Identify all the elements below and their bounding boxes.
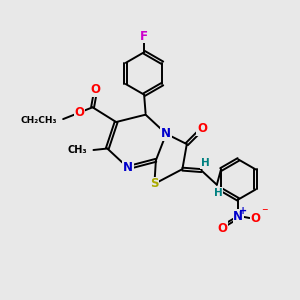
Text: ⁻: ⁻ [261,206,268,219]
Text: O: O [90,83,100,96]
Text: N: N [233,210,243,223]
Text: N: N [123,161,133,174]
Text: CH₂CH₃: CH₂CH₃ [21,116,57,125]
Text: H: H [214,188,223,198]
Text: S: S [150,177,159,190]
Text: O: O [250,212,260,224]
Text: +: + [239,206,247,216]
Text: F: F [140,29,148,43]
Text: H: H [201,158,209,168]
Text: O: O [74,106,84,119]
Text: O: O [218,222,228,235]
Text: CH₃: CH₃ [68,145,88,155]
Text: O: O [197,122,207,135]
Text: N: N [161,127,171,140]
